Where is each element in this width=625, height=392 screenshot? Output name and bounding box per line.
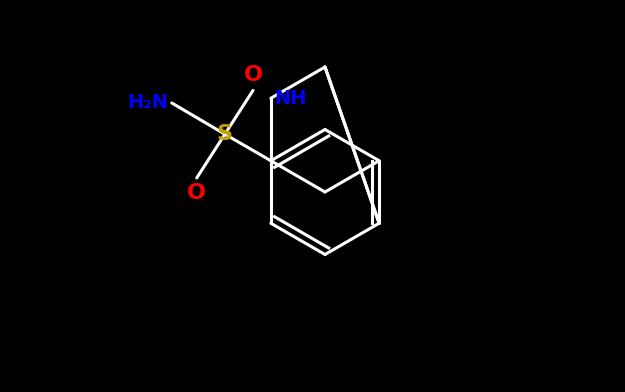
Text: O: O xyxy=(244,65,262,85)
Text: S: S xyxy=(217,124,233,144)
Text: O: O xyxy=(188,183,206,203)
Text: H₂N: H₂N xyxy=(127,93,169,113)
Text: NH: NH xyxy=(274,89,306,108)
